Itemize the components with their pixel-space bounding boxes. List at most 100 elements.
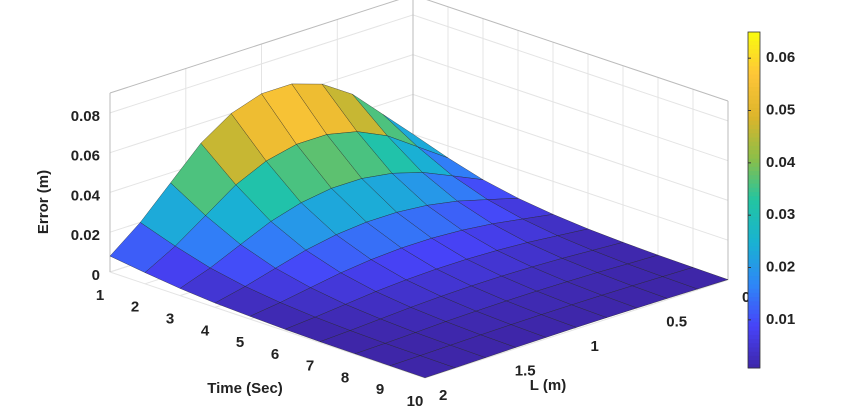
colorbar-swatch	[748, 61, 760, 67]
z-tick-label: 0.06	[71, 148, 100, 165]
colorbar-swatch	[748, 208, 760, 214]
z-tick-label: 0.08	[71, 108, 100, 125]
x-axis-label: Time (Sec)	[207, 380, 283, 397]
colorbar-swatch	[748, 195, 760, 201]
colorbar-swatch	[748, 179, 760, 184]
y-axis-label: L (m)	[530, 377, 566, 394]
y-tick-label: 0.5	[666, 313, 687, 330]
colorbar-swatch	[748, 124, 760, 130]
colorbar-swatch	[748, 326, 760, 331]
colorbar-swatch	[748, 288, 760, 293]
z-axis-label: Error (m)	[35, 170, 52, 234]
colorbar-swatch	[748, 53, 760, 58]
x-tick-label: 1	[96, 287, 104, 304]
colorbar-swatch	[748, 145, 760, 151]
colorbar-swatch	[748, 183, 760, 188]
z-tick-label: 0.02	[71, 227, 100, 244]
colorbar-swatch	[748, 338, 760, 344]
colorbar-swatch	[748, 74, 760, 79]
colorbar-swatch	[748, 284, 760, 289]
colorbar-swatch	[748, 40, 760, 46]
colorbar-tick-label: 0.06	[766, 49, 795, 66]
colorbar-swatch	[748, 271, 760, 277]
y-tick-label: 2	[439, 387, 447, 404]
colorbar-swatch	[748, 309, 760, 314]
colorbar-swatch	[748, 48, 760, 54]
colorbar-swatch	[748, 359, 760, 365]
x-tick-label: 3	[166, 311, 174, 328]
colorbar-swatch	[748, 267, 760, 272]
colorbar-swatch	[748, 162, 760, 167]
colorbar-swatch	[748, 225, 760, 230]
colorbar-tick-label: 0.05	[766, 101, 795, 118]
colorbar-swatch	[748, 111, 760, 117]
colorbar-swatch	[748, 158, 760, 163]
y-tick-label: 1.5	[515, 362, 536, 379]
x-tick-label: 10	[407, 393, 424, 410]
colorbar-swatch	[748, 317, 760, 323]
colorbar-tick-label: 0.02	[766, 258, 795, 275]
colorbar-swatch	[748, 216, 760, 222]
colorbar-swatch	[748, 347, 760, 352]
colorbar-swatch	[748, 242, 760, 247]
box-edge	[109, 0, 400, 94]
colorbar-swatch	[748, 187, 760, 193]
colorbar-swatch	[748, 132, 760, 138]
colorbar-swatch	[748, 296, 760, 302]
colorbar-swatch	[748, 305, 760, 310]
surface-patch	[661, 267, 729, 290]
colorbar-swatch	[748, 355, 760, 361]
colorbar-swatch	[748, 351, 760, 356]
x-tick-label: 9	[376, 381, 384, 398]
z-tick-label: 0.04	[71, 187, 101, 204]
colorbar-swatch	[748, 86, 760, 92]
colorbar-swatch	[748, 170, 760, 176]
x-tick-label: 6	[271, 346, 279, 363]
colorbar-swatch	[748, 246, 760, 251]
colorbar-swatch	[748, 321, 760, 327]
colorbar-swatch	[748, 200, 760, 205]
colorbar-swatch	[748, 363, 760, 369]
colorbar-swatch	[748, 99, 760, 104]
colorbar-swatch	[748, 44, 760, 50]
colorbar-swatch	[748, 191, 760, 197]
colorbar-frame	[747, 31, 761, 369]
colorbar-swatch	[748, 32, 760, 37]
x-tick-label: 2	[131, 299, 139, 316]
colorbar-swatch	[748, 279, 760, 285]
y-tick-label: 1	[591, 338, 599, 355]
colorbar-swatch	[748, 330, 760, 335]
z-tick-label: 0	[92, 267, 100, 284]
colorbar-swatch	[748, 263, 760, 268]
colorbar-swatch	[748, 128, 760, 134]
colorbar-swatch	[748, 250, 760, 256]
colorbar-swatch	[748, 57, 760, 62]
colorbar-swatch	[748, 275, 760, 281]
colorbar-swatch	[748, 237, 760, 243]
colorbar-swatch	[748, 292, 760, 298]
x-tick-label: 4	[201, 322, 210, 339]
colorbar-swatch	[748, 313, 760, 319]
x-tick-label: 8	[341, 369, 349, 386]
colorbar-swatch	[748, 141, 760, 146]
colorbar-swatch	[748, 174, 760, 180]
y-tick-label: 0	[742, 289, 750, 306]
colorbar-swatch	[748, 95, 760, 100]
colorbar-swatch	[748, 137, 760, 142]
colorbar-tick-label: 0.03	[766, 206, 795, 223]
colorbar-swatch	[748, 116, 760, 121]
colorbar-swatch	[748, 107, 760, 113]
colorbar-swatch	[748, 342, 760, 348]
colorbar-swatch	[748, 254, 760, 260]
colorbar-swatch	[748, 300, 760, 306]
colorbar-swatch	[748, 153, 760, 159]
colorbar-swatch	[748, 69, 760, 75]
colorbar-swatch	[748, 36, 760, 41]
colorbar-swatch	[748, 78, 760, 83]
colorbar-swatch	[748, 120, 760, 125]
grid-line	[109, 14, 729, 122]
colorbar-swatch	[748, 65, 760, 71]
colorbar-swatch	[748, 204, 760, 209]
colorbar-tick-label: 0.01	[766, 311, 795, 328]
colorbar-swatch	[748, 82, 760, 88]
